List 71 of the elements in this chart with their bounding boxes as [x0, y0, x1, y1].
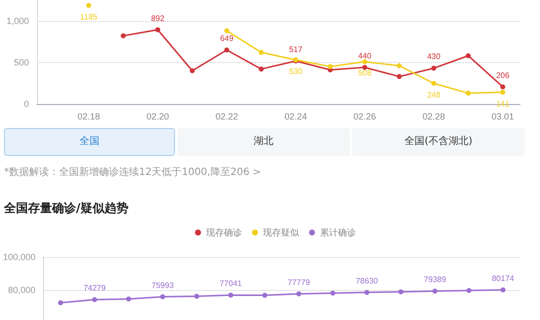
point [160, 294, 166, 300]
y-tick-label: 100,000 [2, 252, 36, 262]
point [362, 64, 368, 70]
point [500, 90, 506, 95]
x-tick-label: 02.22 [215, 112, 238, 122]
data-label: 77779 [288, 278, 310, 287]
data-label: 77041 [220, 279, 242, 288]
legend-label: 现存疑似 [263, 228, 299, 238]
point [258, 50, 264, 55]
chart-title: 全国存量确诊/疑似趋势 [4, 200, 128, 217]
point [155, 27, 160, 32]
tab-button[interactable]: 湖北 [177, 128, 350, 156]
y-tick-label: 80,000 [8, 285, 36, 296]
data-label: 430 [427, 52, 441, 62]
x-tick-label: 02.26 [353, 112, 376, 122]
legend-label: 现存确诊 [206, 228, 242, 238]
point [228, 292, 234, 298]
x-tick-label: 03.01 [491, 112, 514, 122]
point [466, 288, 472, 293]
data-label: 440 [358, 51, 372, 60]
data-label: 508 [358, 68, 372, 78]
text: *数据解读：全国新增确诊连续12天低于1000,降至206 > [4, 166, 261, 179]
legend-label: 累计确诊 [320, 228, 356, 238]
data-label: 78630 [356, 276, 379, 286]
point [190, 68, 195, 74]
point [86, 2, 92, 8]
data-label: 206 [496, 70, 510, 80]
point [262, 292, 268, 298]
data-label: 74279 [83, 284, 106, 293]
point [500, 287, 506, 292]
point [364, 290, 370, 295]
data-label: 80174 [492, 274, 515, 283]
data-label: 248 [427, 90, 441, 100]
point [431, 66, 436, 71]
point [224, 48, 230, 52]
point [194, 294, 200, 299]
point [296, 291, 302, 296]
point [466, 90, 471, 96]
data-label: 649 [220, 34, 234, 44]
point [396, 74, 402, 80]
point [431, 80, 436, 86]
data-label: 517 [289, 44, 303, 54]
tab-button[interactable]: 全国(不含湖北) [352, 128, 525, 156]
x-tick-label: 02.20 [146, 112, 170, 122]
point [258, 66, 264, 72]
x-tick-label: 02.28 [422, 112, 446, 122]
point [224, 28, 230, 34]
data-label: 530 [289, 66, 303, 76]
point [92, 297, 98, 302]
point [500, 84, 506, 90]
point [328, 64, 333, 70]
y-tick-label: 0 [24, 99, 29, 109]
x-tick-label: 02.24 [284, 112, 308, 122]
point [362, 59, 368, 64]
point [120, 33, 126, 38]
point [396, 63, 402, 68]
tab-button[interactable]: 全国 [4, 128, 175, 156]
data-label: 75993 [152, 280, 174, 290]
point [398, 289, 404, 294]
y-tick-label: 500 [14, 57, 29, 68]
data-label: 1185 [80, 12, 98, 22]
point [330, 290, 336, 296]
point [466, 53, 471, 58]
y-tick-label: 1,000 [6, 16, 29, 26]
point [58, 300, 64, 306]
x-tick-label: 02.18 [77, 112, 100, 122]
point [432, 288, 438, 294]
data-label: 79389 [424, 275, 447, 284]
data-label: 892 [151, 14, 165, 23]
point [126, 296, 132, 302]
data-label: 141 [496, 99, 510, 108]
